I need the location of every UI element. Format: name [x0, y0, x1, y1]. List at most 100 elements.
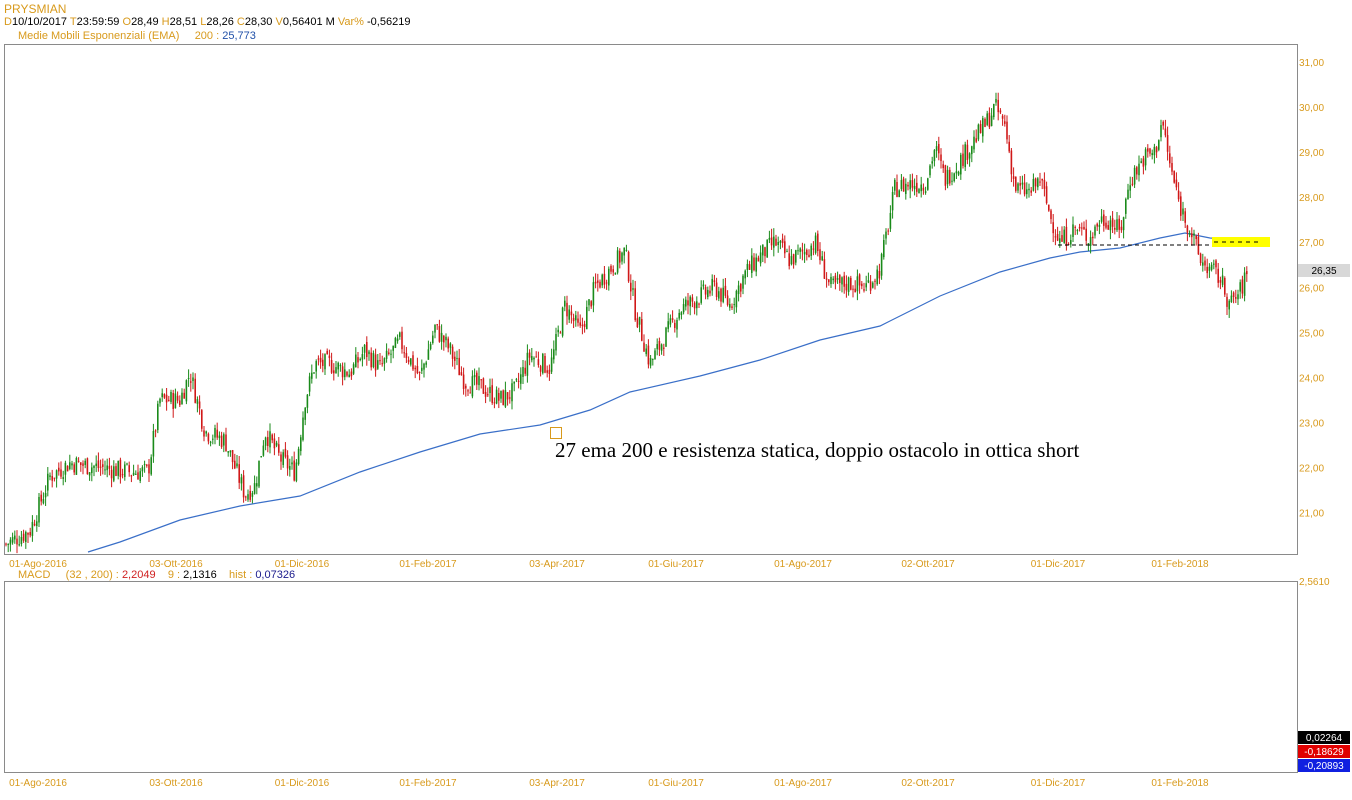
candle-body — [1001, 115, 1004, 119]
candle-body — [656, 344, 658, 350]
candle-body — [484, 391, 487, 397]
candle-body — [275, 442, 278, 446]
candle-body — [58, 467, 60, 472]
candle-body — [262, 445, 265, 456]
candle-body — [152, 430, 155, 457]
candle-body — [753, 257, 755, 271]
candle-body — [185, 380, 188, 402]
candle-body — [561, 307, 564, 336]
candle-body — [828, 279, 830, 283]
candle-body — [1237, 294, 1239, 300]
candle-body — [863, 289, 865, 291]
candle-body — [205, 431, 207, 434]
candle-body — [951, 180, 953, 182]
candle-body — [814, 235, 817, 253]
date-value: 10/10/2017 — [11, 16, 68, 28]
candle-body — [139, 471, 141, 482]
candle-body — [176, 395, 179, 401]
candle-body — [929, 165, 931, 176]
candle-body — [315, 361, 317, 372]
candle-body — [256, 483, 258, 487]
candle-body — [482, 378, 485, 394]
candle-body — [621, 252, 623, 262]
candle-body — [372, 353, 375, 367]
candle-body — [836, 278, 839, 280]
candle-body — [344, 369, 346, 378]
candle-body — [271, 434, 273, 441]
annotation-marker — [550, 427, 562, 439]
candle-body — [751, 255, 753, 274]
candle-body — [1026, 189, 1028, 195]
candle-body — [779, 241, 782, 243]
candle-body — [652, 359, 654, 361]
candle-body — [1215, 260, 1217, 268]
candle-body — [676, 320, 678, 330]
candle-body — [286, 455, 289, 469]
candle-body — [432, 335, 434, 343]
candle-body — [1173, 170, 1175, 183]
candle-body — [1217, 268, 1219, 283]
candle-body — [663, 347, 665, 349]
candle-body — [1045, 186, 1048, 204]
candle-body — [102, 464, 104, 467]
candle-body — [843, 275, 845, 287]
candle-body — [1111, 218, 1114, 227]
candle-body — [920, 184, 922, 192]
candle-body — [1199, 253, 1202, 264]
candle-body — [326, 350, 328, 355]
date-axis-label-macd: 01-Feb-2017 — [399, 778, 457, 789]
date-axis-label-macd: 03-Apr-2017 — [529, 778, 585, 789]
candle-body — [773, 236, 775, 248]
candle-body — [636, 318, 639, 328]
date-axis-label: 01-Ago-2017 — [774, 559, 832, 570]
candle-body — [744, 270, 746, 279]
candle-body — [170, 392, 172, 402]
candle-body — [825, 278, 828, 280]
candle-body — [38, 496, 40, 523]
candle-body — [97, 460, 100, 469]
candle-body — [297, 448, 300, 465]
candle-body — [768, 237, 771, 240]
date-axis-label: 02-Ott-2017 — [901, 559, 955, 570]
candle-body — [817, 233, 819, 252]
macd-axis-label: 2,5610 — [1299, 577, 1330, 588]
candle-body — [91, 467, 93, 474]
candle-body — [223, 434, 225, 446]
candle-body — [647, 345, 650, 365]
candle-body — [1193, 233, 1195, 236]
candle-body — [511, 383, 513, 402]
candle-body — [1142, 158, 1145, 167]
candle-body — [1074, 226, 1076, 228]
candle-body — [337, 362, 339, 370]
candle-body — [698, 303, 700, 305]
candle-body — [839, 275, 841, 284]
candle-body — [869, 281, 872, 291]
macd-legend: MACD (32 , 200) : 2,2049 9 : 2,1316 hist… — [18, 569, 295, 581]
candle-body — [572, 317, 575, 322]
price-axis-label: 29,00 — [1299, 148, 1324, 159]
candle-body — [570, 311, 573, 316]
candle-body — [214, 427, 216, 438]
candle-body — [418, 371, 421, 373]
signal-tag: -0,18629 — [1304, 747, 1344, 758]
open-value: 28,49 — [131, 16, 159, 28]
candle-body — [819, 249, 821, 261]
candle-body — [245, 496, 247, 498]
candle-body — [1166, 135, 1169, 152]
candle-body — [535, 356, 537, 358]
hist-tag-box — [1298, 759, 1350, 772]
candle-body — [935, 146, 938, 151]
candle-body — [451, 346, 454, 359]
candle-body — [528, 352, 531, 358]
candle-body — [476, 372, 478, 385]
candle-body — [513, 381, 515, 384]
candle-body — [707, 289, 709, 298]
candle-body — [724, 285, 727, 296]
candle-body — [973, 136, 975, 150]
candle-body — [425, 362, 427, 365]
candle-body — [80, 462, 82, 466]
candle-body — [960, 154, 962, 175]
candle-body — [300, 437, 302, 452]
candle-body — [187, 377, 190, 379]
candle-body — [1006, 121, 1008, 140]
